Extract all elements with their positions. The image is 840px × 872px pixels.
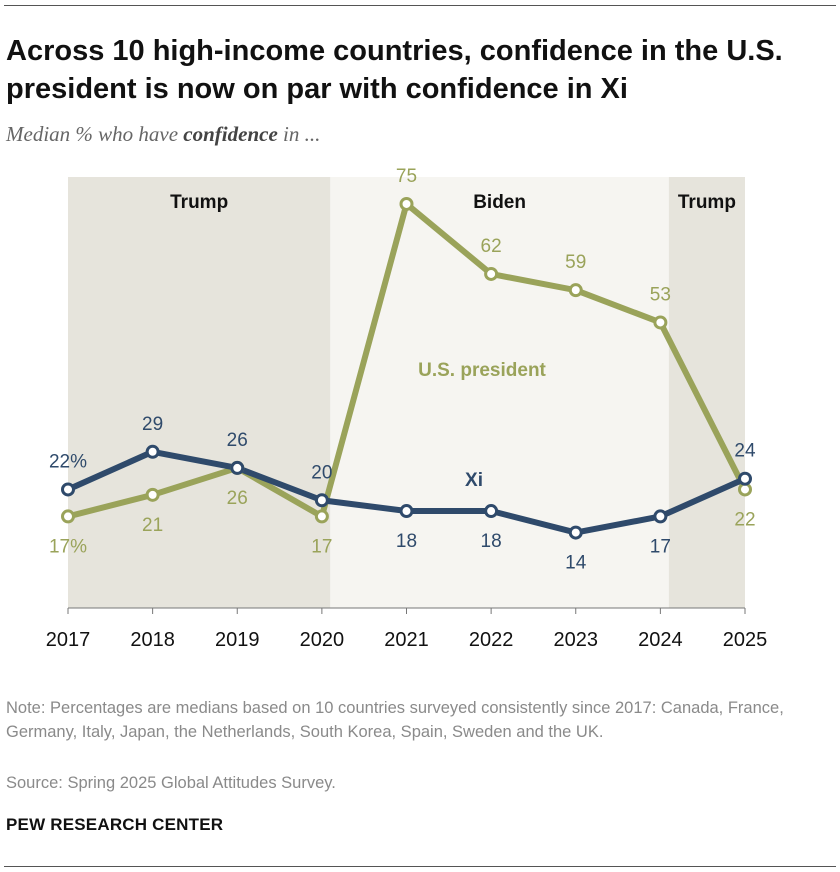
data-label-u-s-president-2019: 26 <box>227 488 248 509</box>
data-label-u-s-president-2020: 17 <box>311 536 332 557</box>
period-label-biden-1: Biden <box>473 192 526 213</box>
data-label-xi-2020: 20 <box>311 462 332 483</box>
data-label-u-s-president-2021: 75 <box>396 166 417 187</box>
point-u-s-president-2021 <box>399 196 414 211</box>
point-u-s-president-2023 <box>568 283 583 298</box>
data-label-u-s-president-2024: 53 <box>650 284 671 305</box>
data-label-xi-2023: 14 <box>565 553 587 574</box>
data-label-u-s-president-2023: 59 <box>565 252 586 273</box>
data-label-xi-2025: 24 <box>734 441 756 462</box>
data-label-u-s-president-2017: 17% <box>49 536 87 557</box>
bottom-rule <box>4 866 836 867</box>
x-tick-label-2022: 2022 <box>469 629 514 651</box>
x-tick-label-2023: 2023 <box>554 629 599 651</box>
data-label-xi-2017: 22% <box>49 451 87 472</box>
period-band-trump-2 <box>668 177 745 608</box>
top-rule <box>4 5 836 6</box>
data-label-xi-2022: 18 <box>481 531 502 552</box>
data-label-u-s-president-2018: 21 <box>142 515 163 536</box>
x-tick-label-2020: 2020 <box>300 629 345 651</box>
data-labels: 17% 21 26 17 75 62 59 53 22 22% 29 26 20 18 18 14 17 24 <box>49 166 756 574</box>
data-label-xi-2021: 18 <box>396 531 417 552</box>
x-tick-label-2025: 2025 <box>723 629 768 651</box>
point-xi-2024 <box>653 509 668 524</box>
period-band-biden-1 <box>330 177 669 608</box>
point-xi-2020 <box>314 493 329 508</box>
subtitle-suffix: in ... <box>283 122 321 146</box>
x-tick-label-2024: 2024 <box>638 629 683 651</box>
data-label-xi-2024: 17 <box>650 536 671 557</box>
data-label-xi-2018: 29 <box>142 414 163 435</box>
point-xi-2017 <box>61 482 75 497</box>
chart-subtitle: Median % who have confidence in ... <box>6 122 320 147</box>
period-label-trump-0: Trump <box>170 192 228 213</box>
data-label-u-s-president-2022: 62 <box>481 236 502 257</box>
subtitle-emphasis: confidence <box>183 122 278 146</box>
x-tick-label-2017: 2017 <box>46 629 91 651</box>
period-band-trump-0 <box>68 177 331 608</box>
data-label-xi-2019: 26 <box>227 430 248 451</box>
point-xi-2018 <box>145 444 160 459</box>
x-tick-label-2019: 2019 <box>215 629 260 651</box>
brand-name: PEW RESEARCH CENTER <box>6 815 224 834</box>
point-xi-2019 <box>230 460 245 475</box>
point-u-s-president-2018 <box>145 487 160 502</box>
chart-title: Across 10 high-income countries, confide… <box>6 35 783 105</box>
point-xi-2021 <box>399 504 414 519</box>
period-bands: Trump Biden Trump <box>68 177 745 608</box>
legend-xi: Xi <box>465 470 483 491</box>
point-xi-2022 <box>484 504 499 519</box>
legend-us-president: U.S. president <box>418 360 546 381</box>
point-u-s-president-2022 <box>484 266 499 281</box>
x-tick-label-2018: 2018 <box>130 629 175 651</box>
point-xi-2025 <box>738 471 752 486</box>
chart-source: Source: Spring 2025 Global Attitudes Sur… <box>6 774 336 792</box>
point-u-s-president-2024 <box>653 315 668 330</box>
subtitle-prefix: Median % who have <box>6 122 179 146</box>
period-label-trump-2: Trump <box>678 192 736 213</box>
x-axis: 2017 2018 2019 2020 2021 2022 2023 2024 2025 <box>46 607 768 651</box>
data-label-u-s-president-2025: 22 <box>734 509 755 530</box>
x-tick-label-2021: 2021 <box>384 629 429 651</box>
point-xi-2023 <box>568 525 583 540</box>
point-u-s-president-2020 <box>314 509 329 524</box>
series-lines <box>61 196 752 540</box>
point-u-s-president-2017 <box>61 509 75 524</box>
chart-note: Note: Percentages are medians based on 1… <box>6 699 784 741</box>
